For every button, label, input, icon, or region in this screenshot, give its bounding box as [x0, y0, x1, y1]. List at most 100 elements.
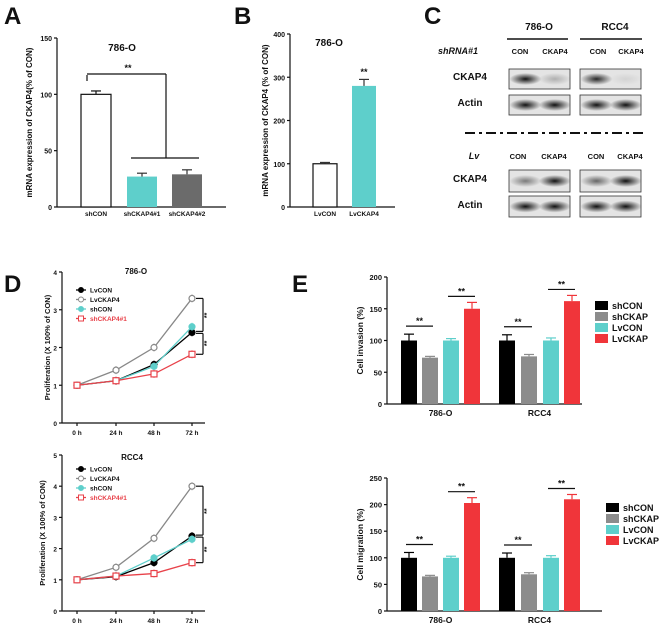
panel-label-A: A — [4, 3, 21, 30]
data-point — [73, 381, 81, 389]
actin-blot-lv-band — [538, 200, 571, 213]
bar-LvCKAP-RCC4 — [564, 499, 580, 611]
legend-label: LvCON — [623, 525, 654, 535]
legend-label: shCKAP — [623, 514, 659, 524]
legend-swatch-shCON — [595, 301, 608, 310]
blot-row-label: CKAP4 — [453, 72, 487, 83]
blot-lane-label: CKAP4 — [541, 152, 567, 161]
x-tick-label: 72 h — [185, 618, 198, 625]
ckap4-blot-lv-band — [509, 175, 542, 187]
y-tick-label: 2 — [53, 547, 57, 554]
bar-shCKAP4#1 — [127, 176, 157, 207]
significance-label: ** — [458, 482, 466, 492]
y-tick-label: 2 — [53, 346, 57, 353]
data-point — [150, 343, 158, 352]
y-axis-label: Proliferation (X 100% of CON) — [43, 294, 52, 400]
bar-shCKAP-RCC4 — [521, 574, 537, 611]
y-tick-label: 3 — [53, 515, 57, 522]
x-tick-label: shCKAP4#2 — [169, 211, 206, 218]
blot-lane-label: CON — [512, 47, 529, 56]
bar-shCON-RCC4 — [499, 340, 515, 404]
bar-shCKAP-RCC4 — [521, 356, 537, 404]
actin-blot-sh-band — [509, 99, 542, 111]
x-tick-label: 72 h — [185, 430, 198, 437]
blot-lane-label: CON — [510, 152, 527, 161]
significance-label: ** — [204, 340, 211, 346]
x-tick-label: 48 h — [147, 618, 160, 625]
data-point — [73, 576, 81, 584]
x-tick-label: LvCKAP4 — [349, 211, 379, 218]
legend-label: shCKAP4#1 — [90, 495, 127, 502]
x-tick-label: LvCON — [314, 211, 336, 218]
x-tick-label: 24 h — [109, 430, 122, 437]
blot-condition-label: shRNA#1 — [438, 46, 478, 56]
bar-shCKAP-786-O — [422, 357, 438, 404]
blot-row-label: Actin — [458, 200, 483, 211]
y-tick-label: 250 — [369, 474, 382, 483]
significance-label: ** — [360, 67, 368, 77]
legend-label: shCKAP4#1 — [90, 316, 127, 323]
y-tick-label: 100 — [369, 554, 382, 563]
chart-title: 786-O — [108, 43, 136, 54]
bar-LvCON-786-O — [443, 557, 459, 611]
ckap4-blot-sh-band — [509, 73, 542, 85]
ckap4-blot-sh-band — [609, 73, 642, 85]
data-point — [150, 370, 158, 378]
bar-LvCON-RCC4 — [543, 557, 559, 611]
y-tick-label: 0 — [378, 400, 382, 409]
y-tick-label: 100 — [273, 162, 285, 169]
legend-swatch-shCON — [606, 503, 619, 512]
significance-label: ** — [204, 508, 211, 514]
y-tick-label: 150 — [369, 305, 382, 314]
bar-shCKAP-786-O — [422, 576, 438, 611]
y-tick-label: 0 — [53, 421, 57, 428]
blot-row-label: Actin — [458, 98, 483, 109]
legend-marker — [78, 287, 84, 293]
blot-lane-label: CON — [588, 152, 605, 161]
bar-LvCKAP-RCC4 — [564, 301, 580, 404]
y-tick-label: 100 — [369, 337, 382, 346]
data-point — [150, 569, 158, 578]
y-tick-label: 5 — [53, 453, 57, 460]
legend-swatch-LvCKAP — [606, 536, 619, 545]
panel-label-B: B — [234, 3, 251, 30]
data-point — [188, 294, 196, 303]
ckap4-blot-sh-band — [538, 73, 571, 85]
blot-row-label: CKAP4 — [453, 174, 487, 185]
significance-label: ** — [558, 279, 566, 289]
actin-blot-sh-band — [580, 99, 613, 111]
ckap4-blot-lv-band — [538, 175, 571, 187]
panel-label-D: D — [4, 271, 21, 298]
y-tick-label: 4 — [53, 484, 57, 491]
legend-marker — [78, 466, 84, 472]
legend-label: LvCON — [612, 323, 643, 333]
y-tick-label: 1 — [53, 383, 57, 390]
ckap4-blot-lv-band — [580, 175, 613, 187]
y-axis-label: mRNA expression of CKAP4(% of CON) — [25, 47, 34, 197]
actin-blot-sh-band — [538, 99, 571, 111]
significance-label: ** — [514, 535, 522, 545]
legend-label: LvCKAP — [623, 536, 659, 546]
x-tick-label: 786-O — [429, 615, 453, 625]
y-tick-label: 0 — [53, 609, 57, 616]
x-tick-label: 786-O — [429, 408, 453, 418]
panel-label-C: C — [424, 3, 441, 30]
actin-blot-lv-band — [609, 200, 642, 213]
bar-LvCON-786-O — [443, 340, 459, 404]
bar-LvCKAP-786-O — [464, 308, 480, 404]
x-tick-label: shCON — [85, 211, 107, 218]
y-tick-label: 400 — [273, 32, 285, 39]
series-line-LvCKAP4 — [76, 298, 193, 386]
y-axis-label: Cell invasion (%) — [355, 306, 365, 374]
legend-swatch-LvCON — [595, 323, 608, 332]
legend-marker — [78, 315, 84, 322]
significance-label: ** — [204, 312, 211, 318]
bar-shCON-RCC4 — [499, 557, 515, 611]
data-point — [112, 377, 120, 385]
legend-label: shCON — [612, 301, 643, 311]
significance-label: ** — [558, 478, 566, 488]
y-tick-label: 200 — [369, 501, 382, 510]
y-tick-label: 3 — [53, 308, 57, 315]
ckap4-blot-lv-band — [609, 175, 642, 187]
x-tick-label: 24 h — [109, 618, 122, 625]
